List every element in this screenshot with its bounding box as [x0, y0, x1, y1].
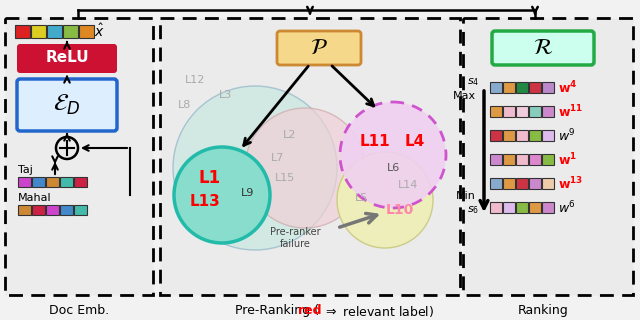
- Text: L15: L15: [275, 173, 295, 183]
- Bar: [63, 25, 78, 38]
- Text: L13: L13: [189, 195, 220, 210]
- Bar: [542, 130, 554, 141]
- Text: $\mathcal{P}$: $\mathcal{P}$: [310, 38, 328, 58]
- Text: L7: L7: [271, 153, 285, 163]
- Text: Min: Min: [456, 191, 476, 201]
- Text: L6: L6: [387, 163, 399, 173]
- Text: $\mathcal{E}_D$: $\mathcal{E}_D$: [53, 93, 81, 117]
- Bar: [74, 177, 87, 187]
- Bar: [529, 202, 541, 213]
- Bar: [490, 154, 502, 165]
- Text: $\hat{x}$: $\hat{x}$: [94, 22, 105, 40]
- Text: $w^9$: $w^9$: [558, 127, 575, 144]
- Bar: [503, 202, 515, 213]
- Text: L8: L8: [179, 100, 192, 110]
- Bar: [490, 130, 502, 141]
- Bar: [503, 154, 515, 165]
- Text: Doc Emb.: Doc Emb.: [49, 304, 109, 317]
- Bar: [46, 205, 59, 215]
- Bar: [490, 202, 502, 213]
- Bar: [516, 82, 528, 93]
- Text: $\mathbf{w^{11}}$: $\mathbf{w^{11}}$: [558, 103, 583, 120]
- Text: L14: L14: [398, 180, 418, 190]
- Text: L9: L9: [241, 188, 255, 198]
- Bar: [503, 130, 515, 141]
- Bar: [60, 177, 73, 187]
- Bar: [18, 205, 31, 215]
- Text: L2: L2: [284, 130, 297, 140]
- Text: Mahal: Mahal: [18, 193, 52, 203]
- Bar: [529, 154, 541, 165]
- Bar: [542, 82, 554, 93]
- Text: $w^6$: $w^6$: [558, 199, 576, 216]
- Text: Pre-ranker
failure: Pre-ranker failure: [269, 227, 320, 249]
- Text: ReLU: ReLU: [45, 51, 89, 66]
- Text: L1: L1: [199, 169, 221, 187]
- Bar: [490, 106, 502, 117]
- Bar: [529, 106, 541, 117]
- Bar: [79, 25, 94, 38]
- Text: $\mathbf{w^4}$: $\mathbf{w^4}$: [558, 79, 577, 96]
- FancyBboxPatch shape: [277, 31, 361, 65]
- Bar: [463, 18, 633, 295]
- Bar: [31, 25, 46, 38]
- Bar: [516, 202, 528, 213]
- Bar: [5, 18, 153, 295]
- Bar: [15, 25, 30, 38]
- Bar: [60, 205, 73, 215]
- Text: L10: L10: [386, 203, 414, 217]
- Bar: [529, 130, 541, 141]
- Bar: [18, 177, 31, 187]
- Circle shape: [173, 86, 337, 250]
- Circle shape: [245, 108, 365, 228]
- Text: L11: L11: [360, 134, 390, 149]
- Text: L4: L4: [405, 134, 425, 149]
- Bar: [74, 205, 87, 215]
- Text: $s_6$: $s_6$: [467, 204, 479, 216]
- Bar: [542, 106, 554, 117]
- Text: $\Rightarrow$ relevant label): $\Rightarrow$ relevant label): [323, 304, 434, 319]
- Bar: [47, 25, 62, 38]
- Bar: [516, 178, 528, 189]
- Text: L3: L3: [218, 90, 232, 100]
- Bar: [516, 154, 528, 165]
- Text: red: red: [298, 304, 322, 317]
- Bar: [542, 178, 554, 189]
- Circle shape: [340, 102, 446, 208]
- Bar: [529, 178, 541, 189]
- Bar: [46, 177, 59, 187]
- Text: $\mathbf{w^{13}}$: $\mathbf{w^{13}}$: [558, 175, 583, 192]
- Text: $s_4$: $s_4$: [467, 76, 479, 88]
- Bar: [516, 106, 528, 117]
- Circle shape: [174, 147, 270, 243]
- Text: Max: Max: [453, 91, 476, 101]
- Bar: [503, 82, 515, 93]
- Text: $\mathbf{w^1}$: $\mathbf{w^1}$: [558, 151, 577, 168]
- Bar: [529, 82, 541, 93]
- Bar: [503, 178, 515, 189]
- Circle shape: [337, 152, 433, 248]
- Text: Ranking: Ranking: [518, 304, 568, 317]
- FancyBboxPatch shape: [17, 79, 117, 131]
- Bar: [32, 205, 45, 215]
- Bar: [490, 82, 502, 93]
- Text: L12: L12: [185, 75, 205, 85]
- Bar: [503, 106, 515, 117]
- Bar: [490, 178, 502, 189]
- Text: Pre-Ranking (: Pre-Ranking (: [235, 304, 319, 317]
- Bar: [32, 177, 45, 187]
- Bar: [160, 18, 460, 295]
- Bar: [542, 202, 554, 213]
- Text: Taj: Taj: [18, 165, 33, 175]
- Text: L5: L5: [355, 193, 369, 203]
- Bar: [516, 130, 528, 141]
- FancyBboxPatch shape: [492, 31, 594, 65]
- FancyBboxPatch shape: [17, 44, 117, 73]
- Bar: [542, 154, 554, 165]
- Text: $\mathcal{R}$: $\mathcal{R}$: [533, 38, 553, 58]
